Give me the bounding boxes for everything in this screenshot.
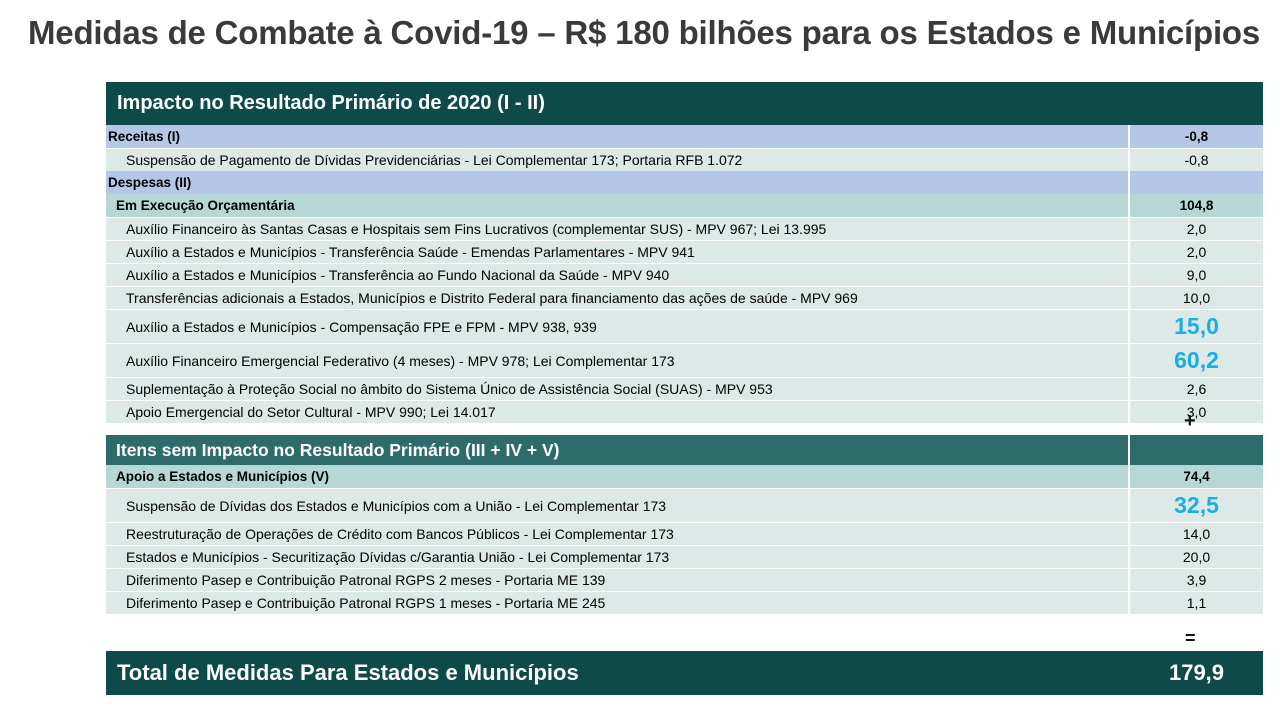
table-row: Diferimento Pasep e Contribuição Patrona… — [106, 591, 1263, 614]
row-label: Suspensão de Pagamento de Dívidas Previd… — [126, 152, 743, 168]
row-value: 2,6 — [1128, 378, 1263, 400]
row-label: Diferimento Pasep e Contribuição Patrona… — [126, 595, 606, 611]
total-label: Total de Medidas Para Estados e Municípi… — [117, 660, 579, 685]
total-row: Total de Medidas Para Estados e Municípi… — [106, 651, 1263, 695]
table-row: Auxílio a Estados e Municípios - Transfe… — [106, 240, 1263, 263]
table-row: Diferimento Pasep e Contribuição Patrona… — [106, 568, 1263, 591]
row-value: 10,0 — [1128, 287, 1263, 309]
plus-sign: + — [1184, 410, 1196, 432]
row-value: 9,0 — [1128, 264, 1263, 286]
row-value-highlight: 15,0 — [1128, 310, 1263, 343]
non-primary-header-value — [1128, 435, 1263, 465]
despesas-label: Despesas (II) — [108, 175, 192, 190]
row-label: Diferimento Pasep e Contribuição Patrona… — [126, 572, 606, 588]
table-row: Estados e Municípios - Securitização Dív… — [106, 545, 1263, 568]
row-label: Auxílio a Estados e Municípios - Compens… — [126, 318, 597, 335]
receitas-row: Receitas (I) -0,8 — [106, 125, 1263, 148]
row-label: Estados e Municípios - Securitização Dív… — [126, 549, 670, 565]
table-row: Auxílio Financeiro Emergencial Federativ… — [106, 343, 1263, 377]
despesas-value — [1128, 171, 1263, 194]
row-label: Apoio Emergencial do Setor Cultural - MP… — [126, 404, 496, 420]
table-row: Transferências adicionais a Estados, Mun… — [106, 286, 1263, 309]
receitas-label: Receitas (I) — [108, 129, 181, 144]
row-value: 3,0 — [1128, 401, 1263, 423]
row-value: 1,1 — [1128, 592, 1263, 614]
execucao-value: 104,8 — [1128, 194, 1263, 217]
row-label: Suspensão de Dívidas dos Estados e Munic… — [126, 497, 667, 514]
table-row: Suspensão de Pagamento de Dívidas Previd… — [106, 148, 1263, 171]
despesas-row: Despesas (II) — [106, 171, 1263, 194]
primary-impact-table: Impacto no Resultado Primário de 2020 (I… — [106, 82, 1263, 423]
total-value: 179,9 — [1168, 660, 1225, 685]
non-primary-impact-table: Itens sem Impacto no Resultado Primário … — [106, 435, 1263, 614]
row-value: 20,0 — [1128, 546, 1263, 568]
row-label: Auxílio Financeiro Emergencial Federativ… — [126, 352, 675, 369]
row-label: Transferências adicionais a Estados, Mun… — [126, 290, 858, 306]
execucao-row: Em Execução Orçamentária 104,8 — [106, 194, 1263, 217]
primary-impact-header-label: Impacto no Resultado Primário de 2020 (I… — [117, 92, 545, 114]
table-row: Suspensão de Dívidas dos Estados e Munic… — [106, 488, 1263, 522]
page-title: Medidas de Combate à Covid-19 – R$ 180 b… — [28, 14, 1261, 51]
row-value-highlight: 60,2 — [1128, 344, 1263, 377]
row-label: Auxílio a Estados e Municípios - Transfe… — [126, 244, 695, 260]
row-value: 3,9 — [1128, 569, 1263, 591]
table-row: Auxílio a Estados e Municípios - Transfe… — [106, 263, 1263, 286]
table-row: Auxílio a Estados e Municípios - Compens… — [106, 309, 1263, 343]
row-label: Reestruturação de Operações de Crédito c… — [126, 526, 674, 542]
apoio-value: 74,4 — [1128, 465, 1263, 488]
equals-sign: = — [1185, 628, 1196, 648]
non-primary-header: Itens sem Impacto no Resultado Primário … — [106, 435, 1263, 465]
row-value: 2,0 — [1128, 218, 1263, 240]
non-primary-header-label: Itens sem Impacto no Resultado Primário … — [116, 439, 560, 460]
apoio-label: Apoio a Estados e Municípios (V) — [116, 469, 330, 484]
table-row: Suplementação à Proteção Social no âmbit… — [106, 377, 1263, 400]
row-label: Auxílio a Estados e Municípios - Transfe… — [126, 267, 670, 283]
primary-impact-header: Impacto no Resultado Primário de 2020 (I… — [106, 82, 1263, 125]
row-value-highlight: 32,5 — [1128, 489, 1263, 522]
table-row: Auxílio Financeiro às Santas Casas e Hos… — [106, 217, 1263, 240]
table-row: Apoio Emergencial do Setor Cultural - MP… — [106, 400, 1263, 423]
receitas-value: -0,8 — [1128, 125, 1263, 148]
row-value: -0,8 — [1128, 149, 1263, 171]
table-row: Reestruturação de Operações de Crédito c… — [106, 522, 1263, 545]
row-label: Suplementação à Proteção Social no âmbit… — [126, 381, 773, 397]
row-label: Auxílio Financeiro às Santas Casas e Hos… — [126, 221, 827, 237]
row-value: 14,0 — [1128, 523, 1263, 545]
execucao-label: Em Execução Orçamentária — [116, 198, 295, 213]
row-value: 2,0 — [1128, 241, 1263, 263]
apoio-row: Apoio a Estados e Municípios (V) 74,4 — [106, 465, 1263, 488]
